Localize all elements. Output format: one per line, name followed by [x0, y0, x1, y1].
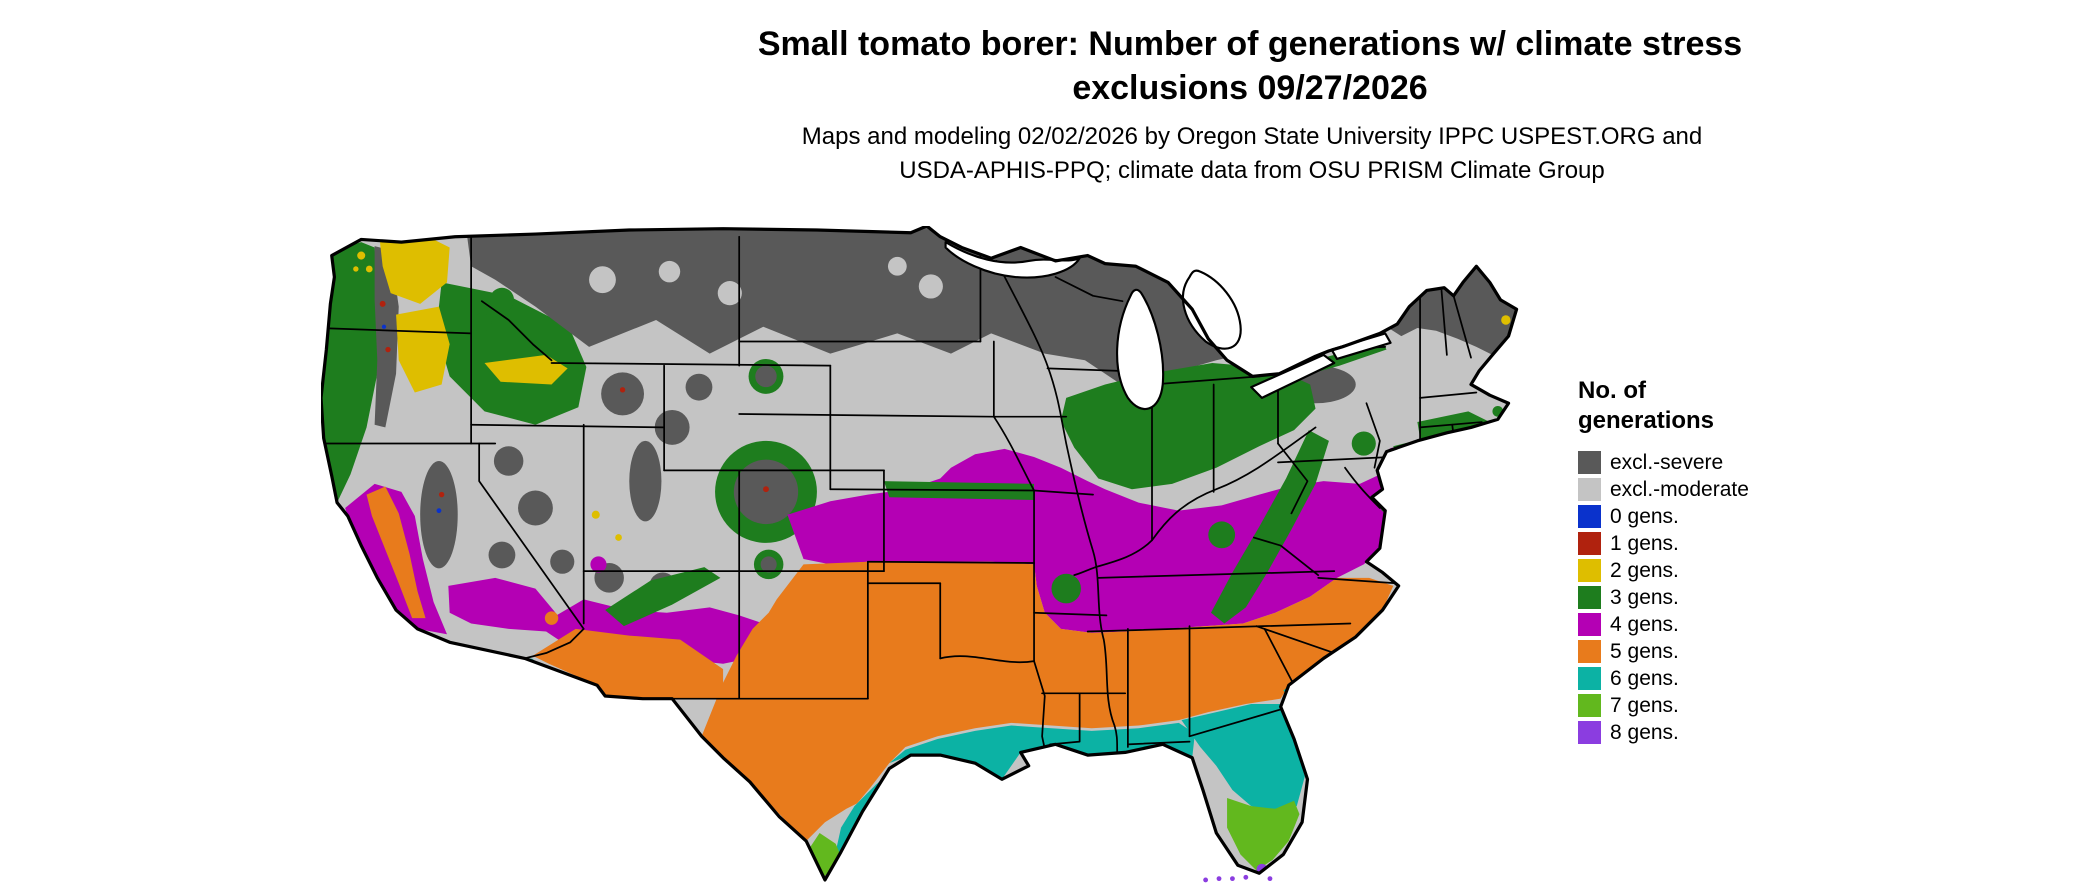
legend-item-3gens: 3 gens. — [1578, 586, 1749, 609]
legend-label: 4 gens. — [1610, 613, 1679, 636]
legend-title-line2: generations — [1578, 407, 1715, 434]
legend-label: excl.-severe — [1610, 451, 1724, 474]
florida-keys-8gens — [1203, 874, 1273, 883]
legend-item-excl-moderate: excl.-moderate — [1578, 478, 1749, 501]
map-subtitle-line1: Maps and modeling 02/02/2026 by Oregon S… — [801, 123, 1703, 150]
legend-label: 3 gens. — [1610, 586, 1679, 609]
legend-swatch-excl-moderate — [1578, 478, 1601, 501]
legend-label: 6 gens. — [1610, 667, 1679, 690]
legend-swatch-8gens — [1578, 721, 1601, 744]
legend-swatch-excl-severe — [1578, 451, 1601, 474]
legend-label: 0 gens. — [1610, 505, 1679, 528]
legend-label: 5 gens. — [1610, 640, 1679, 663]
great-lakes — [944, 241, 1392, 410]
legend-title-line1: No. of — [1578, 377, 1646, 404]
legend-swatch-4gens — [1578, 613, 1601, 636]
map-region-montana-valleys — [589, 256, 943, 306]
legend-label: 8 gens. — [1610, 721, 1679, 744]
map-subtitle: Maps and modeling 02/02/2026 by Oregon S… — [802, 120, 1702, 188]
legend-swatch-2gens — [1578, 559, 1601, 582]
legend-item-2gens: 2 gens. — [1578, 559, 1749, 582]
legend-label: 2 gens. — [1610, 559, 1679, 582]
map-title-line1: Small tomato borer: Number of generation… — [757, 25, 1743, 63]
map-subtitle-line2: USDA-APHIS-PPQ; climate data from OSU PR… — [899, 157, 1605, 185]
legend-item-7gens: 7 gens. — [1578, 694, 1749, 717]
legend-item-4gens: 4 gens. — [1578, 613, 1749, 636]
legend-item-8gens: 8 gens. — [1578, 721, 1749, 744]
legend-title: No. of generations — [1578, 376, 1749, 436]
map-title: Small tomato borer: Number of generation… — [758, 22, 1742, 110]
lake-huron — [1181, 269, 1242, 350]
legend-item-5gens: 5 gens. — [1578, 640, 1749, 663]
legend-item-excl-severe: excl.-severe — [1578, 451, 1749, 474]
legend-label: excl.-moderate — [1610, 478, 1749, 501]
legend-label: 7 gens. — [1610, 694, 1679, 717]
state-borders — [321, 235, 1483, 770]
map-region-0gens-specks — [381, 324, 442, 514]
map-region-5gens — [366, 486, 1394, 842]
map-region-8gens — [824, 863, 1268, 880]
map-title-line2: exclusions 09/27/2026 — [1072, 69, 1428, 108]
legend-item-1gens: 1 gens. — [1578, 532, 1749, 555]
legend-item-6gens: 6 gens. — [1578, 667, 1749, 690]
us-outline — [321, 226, 1519, 882]
legend-label: 1 gens. — [1610, 532, 1679, 555]
legend-swatch-5gens — [1578, 640, 1601, 663]
us-map-svg — [321, 226, 1519, 883]
us-generations-map — [321, 226, 1534, 884]
map-region-2gens — [353, 236, 1511, 541]
legend: No. of generations excl.-severe excl.-mo… — [1578, 376, 1749, 748]
legend-swatch-7gens — [1578, 694, 1601, 717]
legend-item-0gens: 0 gens. — [1578, 505, 1749, 528]
map-region-1gen-specks — [379, 300, 769, 498]
legend-swatch-3gens — [1578, 586, 1601, 609]
legend-swatch-0gens — [1578, 505, 1601, 528]
lake-michigan — [1116, 288, 1165, 410]
legend-swatch-1gens — [1578, 532, 1601, 555]
legend-swatch-6gens — [1578, 667, 1601, 690]
